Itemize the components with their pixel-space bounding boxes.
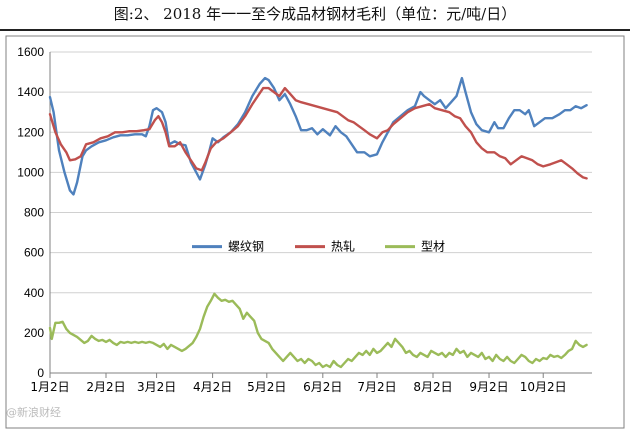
- y-tick-label: 1600: [17, 45, 44, 59]
- legend-label-1: 螺纹钢: [228, 240, 264, 254]
- x-tick-label: 9月2日: [469, 380, 508, 394]
- series-line-2: [48, 86, 588, 180]
- y-tick-label: 400: [24, 286, 44, 300]
- x-tick-label: 1月2日: [30, 380, 69, 394]
- caption-divider: [0, 29, 630, 31]
- figure-caption: 图:2、 2018 年一一至今成品材钢材毛利（单位：元/吨/日）: [113, 5, 517, 23]
- y-tick-label: 800: [24, 206, 44, 220]
- gridlines: [50, 51, 592, 374]
- legend-label-2: 热轧: [331, 240, 355, 254]
- y-axis: 0 200 400 600 800 1000 1200 1400 1600: [17, 45, 51, 380]
- gross-margin-line-chart: 0 200 400 600 800 1000 1200 1400 1600 1月2日 2月2日 3月…: [5, 35, 625, 429]
- x-tick-label: 10月2日: [520, 380, 567, 394]
- chart-frame: [5, 35, 625, 429]
- x-tick-label: 4月2日: [193, 380, 232, 394]
- x-tick-label: 7月2日: [357, 380, 396, 394]
- series-line-3: [48, 292, 588, 369]
- x-tick-label: 2月2日: [86, 380, 125, 394]
- series-line-1: [48, 76, 588, 196]
- x-tick-label: 6月2日: [303, 380, 342, 394]
- x-tick-label: 5月2日: [247, 380, 286, 394]
- y-tick-label: 200: [24, 326, 44, 340]
- y-tick-label: 600: [24, 246, 44, 260]
- series-lines: [48, 76, 588, 369]
- x-axis: 1月2日 2月2日 3月2日 4月2日 5月2日 6月2日 7月2日 8月2日 9月2日 10月2…: [30, 372, 592, 394]
- x-tick-label: 8月2日: [413, 380, 452, 394]
- legend: 螺纹钢 热轧 型材: [192, 240, 445, 254]
- y-tick-label: 1400: [17, 85, 44, 99]
- y-tick-label: 0: [37, 366, 44, 380]
- legend-label-3: 型材: [421, 240, 445, 254]
- y-tick-label: 1000: [17, 165, 44, 179]
- x-tick-label: 3月2日: [137, 380, 176, 394]
- watermark-text: @新浪财经: [6, 406, 61, 419]
- y-tick-label: 1200: [17, 125, 44, 139]
